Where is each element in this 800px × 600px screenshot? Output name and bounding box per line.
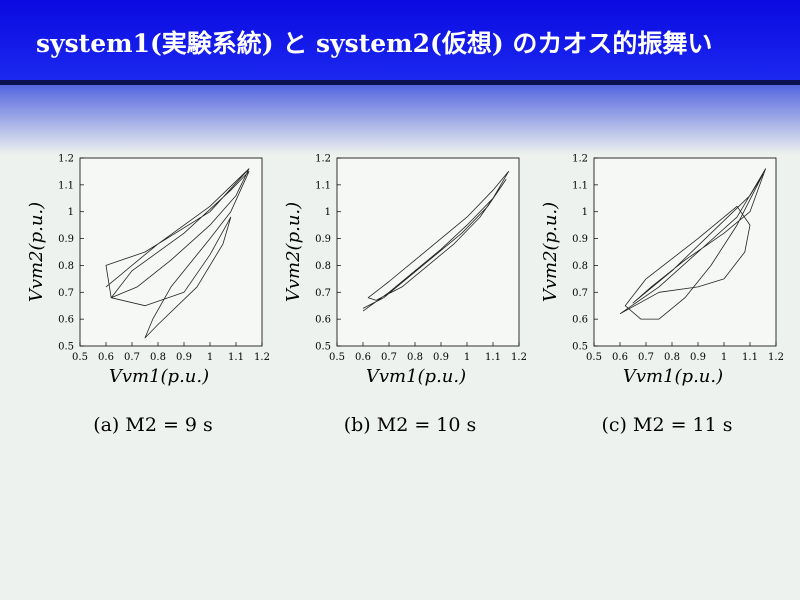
y-tick-label: 0.6	[572, 315, 588, 326]
x-tick-label: 0.5	[329, 352, 345, 363]
y-tick-label: 1	[325, 207, 331, 218]
y-tick-label: 1.2	[315, 154, 331, 165]
y-tick-label: 0.7	[572, 288, 588, 299]
x-tick-label: 1.1	[742, 352, 758, 363]
x-tick-label: 1.2	[254, 352, 270, 363]
y-tick-label: 1.1	[572, 180, 588, 191]
y-tick-label: 1	[582, 207, 588, 218]
x-tick-label: 1	[721, 352, 727, 363]
y-tick-label: 0.6	[315, 315, 331, 326]
x-tick-label: 1.1	[485, 352, 501, 363]
y-tick-label: 0.8	[315, 261, 331, 272]
header-fade	[0, 85, 800, 155]
y-tick-label: 0.7	[58, 288, 74, 299]
caption: (b) M2 = 10 s	[344, 414, 477, 436]
trajectory	[105, 168, 250, 339]
y-tick-label: 1.1	[58, 180, 74, 191]
title-rule	[0, 80, 800, 85]
y-tick-label: 1.1	[315, 180, 331, 191]
title-bar	[0, 0, 800, 80]
plot-frame	[593, 157, 777, 347]
y-tick-label: 0.9	[572, 234, 588, 245]
y-tick-label: 0.8	[58, 261, 74, 272]
x-tick-label: 0.9	[433, 352, 449, 363]
x-tick-label: 1	[464, 352, 470, 363]
x-tick-label: 0.7	[381, 352, 397, 363]
x-tick-label: 1.2	[768, 352, 784, 363]
y-tick-label: 1.2	[58, 154, 74, 165]
y-tick-label: 0.5	[572, 342, 588, 353]
plot-frame	[336, 157, 520, 347]
y-tick-label: 0.5	[58, 342, 74, 353]
y-axis-label: Vvm2(p.u.)	[26, 202, 47, 302]
x-tick-label: 0.7	[638, 352, 654, 363]
y-tick-label: 0.7	[315, 288, 331, 299]
slide-title: system1(実験系統) と system2(仮想) のカオス的振舞い	[36, 29, 713, 58]
y-tick-label: 1.2	[572, 154, 588, 165]
y-tick-label: 0.8	[572, 261, 588, 272]
x-tick-label: 0.8	[150, 352, 166, 363]
x-tick-label: 1	[207, 352, 213, 363]
x-tick-label: 0.9	[690, 352, 706, 363]
caption: (c) M2 = 11 s	[601, 414, 732, 436]
y-tick-label: 0.9	[58, 234, 74, 245]
x-tick-label: 0.5	[72, 352, 88, 363]
x-tick-label: 0.5	[586, 352, 602, 363]
x-tick-label: 0.6	[612, 352, 628, 363]
x-axis-label: Vvm1(p.u.)	[623, 366, 723, 387]
x-tick-label: 0.8	[407, 352, 423, 363]
y-tick-label: 1	[68, 207, 74, 218]
y-tick-label: 0.9	[315, 234, 331, 245]
x-tick-label: 0.6	[98, 352, 114, 363]
x-tick-label: 0.6	[355, 352, 371, 363]
trajectory	[619, 168, 766, 320]
x-axis-label: Vvm1(p.u.)	[109, 366, 209, 387]
trajectory	[362, 171, 509, 312]
x-tick-label: 0.7	[124, 352, 140, 363]
y-tick-label: 0.6	[58, 315, 74, 326]
y-axis-label: Vvm2(p.u.)	[540, 202, 561, 302]
x-tick-label: 0.9	[176, 352, 192, 363]
x-tick-label: 0.8	[664, 352, 680, 363]
y-axis-label: Vvm2(p.u.)	[283, 202, 304, 302]
x-axis-label: Vvm1(p.u.)	[366, 366, 466, 387]
x-tick-label: 1.2	[511, 352, 527, 363]
x-tick-label: 1.1	[228, 352, 244, 363]
caption: (a) M2 = 9 s	[93, 414, 213, 436]
y-tick-label: 0.5	[315, 342, 331, 353]
